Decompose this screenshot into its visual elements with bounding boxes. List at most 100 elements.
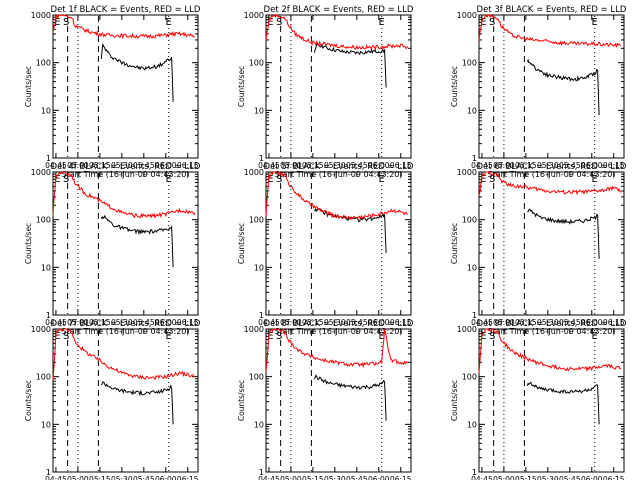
chart-panel-5: Det 5f BLACK = Events, RED = LLD 1 10 100 10… [237, 162, 414, 336]
x-tick-label: 05:30 [537, 475, 559, 480]
x-tick-label: 05:45 [559, 475, 581, 480]
y-axis-label: Counts/sec [237, 66, 246, 107]
x-tick-label: 05:15 [302, 475, 324, 480]
chart-panel-7: Det 7f BLACK = Events, RED = LLD 1 10 100 10… [24, 319, 201, 484]
x-tick-label: 06:15 [390, 475, 412, 480]
x-tick-label: 04:45 [471, 475, 493, 480]
x-tick-label: 05:00 [493, 161, 515, 170]
series-line-lld [52, 171, 196, 219]
marker-annotation: S [276, 331, 282, 342]
x-tick-label: 05:00 [67, 475, 89, 480]
y-tick-label: 10 [254, 420, 264, 429]
x-tick-label: 04:45 [258, 161, 280, 170]
x-tick-label: 06:00 [368, 161, 390, 170]
marker-annotation: S [63, 174, 69, 185]
x-axis-label: Start Time (16-Jun-09 04:43:20) [275, 327, 403, 336]
marker-annotation: E [592, 174, 598, 185]
marker-annotation: E [166, 17, 172, 28]
x-tick-label: 05:15 [302, 161, 324, 170]
y-tick-label: 100 [249, 373, 264, 382]
x-tick-label: 04:45 [45, 161, 67, 170]
marker-annotation: S [63, 17, 69, 28]
x-axis-label: Start Time (16-Jun-09 04:43:20) [62, 327, 190, 336]
marker-annotation: S [489, 17, 495, 28]
y-axis-label: Counts/sec [237, 223, 246, 264]
series-line-lld [478, 328, 622, 373]
x-tick-label: 05:45 [133, 161, 155, 170]
x-tick-label: 04:45 [258, 475, 280, 480]
y-tick-label: 1000 [457, 11, 477, 20]
x-tick-label: 05:15 [515, 475, 537, 480]
x-tick-label: 05:45 [559, 318, 581, 327]
x-tick-label: 05:45 [133, 475, 155, 480]
y-tick-label: 1000 [31, 168, 51, 177]
chart-title: Det 1f BLACK = Events, RED = LLD [51, 5, 201, 15]
x-tick-label: 06:00 [155, 161, 177, 170]
y-tick-label: 1 [46, 468, 51, 477]
x-axis-label: Start Time (16-Jun-09 04:43:20) [488, 327, 616, 336]
series-line-lld [265, 14, 409, 51]
y-tick-label: 10 [41, 263, 51, 272]
y-tick-label: 10 [254, 263, 264, 272]
y-tick-label: 10 [254, 106, 264, 115]
x-tick-label: 04:45 [471, 318, 493, 327]
x-axis-label: Start Time (16-Jun-09 04:43:20) [62, 170, 190, 179]
chart-panel-3: Det 3f BLACK = Events, RED = LLD 1 10 100 10… [450, 5, 627, 179]
marker-annotation: E [379, 331, 385, 342]
x-tick-label: 05:00 [280, 475, 302, 480]
x-tick-label: 05:00 [67, 318, 89, 327]
chart-panel-8: Det 8f BLACK = Events, RED = LLD 1 10 100 10… [237, 319, 414, 484]
y-tick-label: 10 [467, 420, 477, 429]
x-tick-label: 05:30 [111, 475, 133, 480]
series-line-events [100, 42, 174, 102]
y-tick-label: 1 [472, 311, 477, 320]
y-axis-label: Counts/sec [450, 380, 459, 421]
x-tick-label: 05:15 [302, 318, 324, 327]
plot-frame [52, 14, 199, 159]
chart-panel-6: Det 6f BLACK = Events, RED = LLD 1 10 100 10… [450, 162, 627, 336]
x-tick-label: 06:15 [177, 318, 199, 327]
x-tick-label: 06:15 [603, 475, 625, 480]
x-tick-label: 05:15 [89, 475, 111, 480]
chart-title: Det 8f BLACK = Events, RED = LLD [264, 319, 414, 329]
y-axis-label: Counts/sec [24, 380, 33, 421]
plot-frame [52, 171, 199, 316]
x-tick-label: 06:00 [368, 318, 390, 327]
y-axis-label: Counts/sec [24, 223, 33, 264]
y-tick-label: 100 [249, 59, 264, 68]
marker-annotation: E [54, 174, 60, 185]
marker-annotation: E [166, 174, 172, 185]
series-line-events [313, 43, 387, 88]
x-tick-label: 05:45 [559, 161, 581, 170]
x-tick-label: 05:00 [67, 161, 89, 170]
x-tick-label: 04:45 [45, 475, 67, 480]
x-tick-label: 05:30 [537, 318, 559, 327]
y-tick-label: 100 [462, 59, 477, 68]
y-tick-label: 1000 [244, 168, 264, 177]
y-tick-label: 1000 [31, 11, 51, 20]
x-tick-label: 06:00 [368, 475, 390, 480]
x-tick-label: 06:15 [390, 318, 412, 327]
marker-annotation: E [592, 331, 598, 342]
x-tick-label: 06:00 [581, 161, 603, 170]
marker-annotation: S [63, 331, 69, 342]
x-tick-label: 05:00 [493, 475, 515, 480]
chart-title: Det 5f BLACK = Events, RED = LLD [264, 162, 414, 172]
x-axis-label: Start Time (16-Jun-09 04:43:20) [488, 170, 616, 179]
marker-annotation: S [276, 174, 282, 185]
marker-annotation: E [267, 174, 273, 185]
y-axis-label: Counts/sec [24, 66, 33, 107]
x-tick-label: 05:15 [89, 318, 111, 327]
x-axis-label: Start Time (16-Jun-09 04:43:20) [275, 170, 403, 179]
marker-annotation: E [480, 174, 486, 185]
x-tick-label: 06:15 [177, 475, 199, 480]
series-line-events [313, 374, 387, 421]
series-line-events [526, 58, 600, 116]
plot-frame [478, 328, 625, 473]
marker-annotation: E [379, 17, 385, 28]
series-line-lld [478, 171, 622, 196]
chart-title: Det 7f BLACK = Events, RED = LLD [51, 319, 201, 329]
y-tick-label: 1 [472, 468, 477, 477]
x-tick-label: 05:00 [280, 161, 302, 170]
